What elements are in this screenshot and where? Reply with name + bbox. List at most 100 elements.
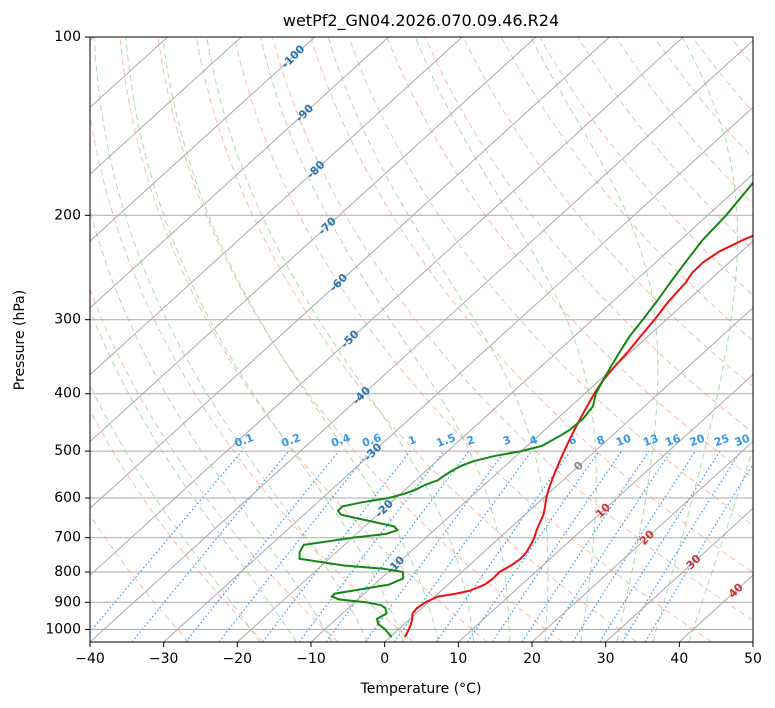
mixing-ratio-line: [491, 450, 623, 642]
mixing-ratio-label: 20: [688, 432, 707, 450]
x-tick-label: −10: [296, 651, 326, 667]
isotherm-line: [310, 240, 753, 642]
dry-adiabat: [233, 37, 712, 642]
dry-adiabat: [271, 37, 753, 621]
mixing-ratio-label: 10: [614, 432, 633, 450]
moist-adiabat: [90, 308, 297, 642]
isotherm-line: [236, 173, 753, 642]
isotherm-label: -70: [316, 214, 339, 237]
temperature-line: [404, 234, 753, 638]
mixing-ratio-line: [435, 450, 571, 642]
isotherm-line: [163, 106, 753, 642]
mixing-ratio-line: [218, 450, 371, 642]
y-tick-label: 200: [54, 207, 81, 223]
y-tick-label: 1000: [45, 621, 81, 637]
dry-adiabat: [310, 37, 753, 574]
x-tick-label: 0: [380, 651, 389, 667]
mixing-ratio-label: 8: [595, 433, 607, 448]
y-tick-label: 500: [54, 443, 81, 459]
dry-adiabat: [90, 409, 264, 642]
isotherm-line: [90, 37, 463, 376]
dry-adiabat: [195, 37, 638, 642]
x-tick-label: 50: [744, 651, 762, 667]
moist-adiabat: [162, 37, 439, 642]
mixing-ratio-label: 25: [712, 432, 731, 449]
mixing-ratio-label: 16: [663, 432, 682, 450]
mixing-ratio-label: 6: [566, 433, 578, 448]
mixing-ratio-label: 36: [754, 432, 773, 450]
isotherm-label: -80: [304, 158, 327, 181]
x-tick-label: 30: [597, 651, 615, 667]
dry-adiabat: [348, 37, 753, 526]
mixing-ratio-line: [599, 450, 721, 642]
mixing-ratio-lines: [90, 450, 753, 642]
isotherm-line: [90, 37, 537, 443]
skewed-isotherms: [90, 37, 753, 642]
isotherm-line: [90, 37, 610, 510]
isotherm-line: [90, 37, 242, 175]
dry-adiabat: [577, 37, 753, 251]
plot-frame: [89, 36, 754, 643]
mixing-ratio-line: [644, 463, 753, 642]
moist-adiabat: [652, 37, 738, 642]
mixing-ratio-label: 0.4: [330, 431, 353, 450]
chart-title: wetPf2_GN04.2026.070.09.46.R24: [283, 11, 559, 31]
mixing-ratio-label: 1.5: [435, 431, 458, 450]
isotherm-line: [384, 307, 753, 642]
moist-adiabat: [125, 37, 404, 642]
mixing-ratio-line: [185, 450, 340, 642]
y-tick-label: 100: [54, 29, 81, 45]
mixing-ratio-label: 1: [406, 433, 418, 448]
isotherm-line: [678, 574, 753, 642]
moist-adiabat: [688, 447, 753, 642]
y-tick-label: 600: [54, 490, 81, 506]
mixing-ratio-label: 0.2: [280, 431, 303, 450]
mixing-ratio-line: [393, 450, 533, 642]
mixing-ratio-line: [572, 450, 696, 642]
isotherm-label: -50: [338, 327, 361, 350]
mixing-ratio-label: 13: [641, 432, 660, 449]
mixing-ratio-line: [90, 450, 243, 634]
isotherm-label: -10: [384, 553, 407, 576]
x-tick-label: 20: [523, 651, 541, 667]
isotherm-label: -40: [350, 384, 373, 407]
mixing-ratio-label: 0.1: [233, 431, 256, 450]
mixing-ratio-label: 30: [733, 432, 752, 450]
dry-adiabat: [90, 514, 190, 642]
mixing-ratio-line: [545, 450, 672, 642]
isopleth-labels: -100-90-80-70-60-50-40-30-20-10010203040…: [233, 42, 773, 600]
dry-adiabat: [157, 37, 563, 642]
x-tick-label: 10: [449, 651, 467, 667]
x-tick-label: 40: [670, 651, 688, 667]
isotherm-line: [90, 39, 753, 642]
y-tick-label: 900: [54, 594, 81, 610]
isotherm-line: [457, 374, 753, 642]
dry-adiabat: [90, 112, 414, 642]
moist-adiabats: [90, 37, 753, 642]
mixing-ratio-label: 3: [501, 433, 513, 448]
moist-adiabat: [260, 37, 510, 642]
y-axis-label: Pressure (hPa): [12, 290, 28, 390]
plot-area: -100-90-80-70-60-50-40-30-20-10010203040…: [90, 37, 773, 642]
mixing-ratio-line: [262, 450, 411, 642]
moist-adiabat: [206, 37, 475, 642]
isotherm-line: [531, 440, 753, 642]
isotherm-line: [752, 641, 753, 642]
isotherm-label: -60: [327, 271, 350, 294]
x-tick-label: −20: [223, 651, 253, 667]
x-tick-label: −40: [75, 651, 105, 667]
y-tick-label: 700: [54, 530, 81, 546]
moist-adiabat: [90, 208, 333, 642]
mixing-ratio-label: 4: [528, 433, 540, 448]
mixing-ratio-line: [325, 450, 470, 642]
sounding-series: [298, 180, 753, 638]
y-tick-label: 300: [54, 312, 81, 328]
moist-adiabat: [93, 37, 369, 642]
dewpoint-line: [298, 180, 753, 638]
moist-adiabat: [414, 37, 597, 642]
dry-adiabat: [691, 37, 753, 113]
isotherm-label: -100: [279, 42, 308, 71]
x-axis: −40 −30 −20 −10 0 10 20 30 40 50: [75, 642, 762, 667]
mixing-ratio-line: [621, 450, 742, 642]
isotherm-label: -90: [293, 101, 316, 124]
